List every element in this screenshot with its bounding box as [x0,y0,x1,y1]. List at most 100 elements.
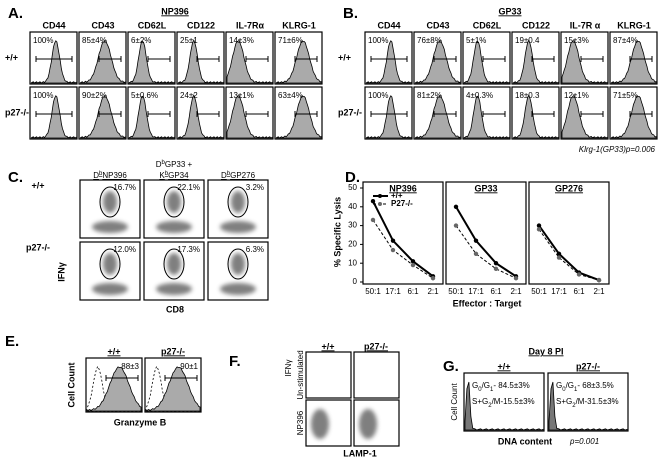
dot-cloud [231,191,245,213]
histogram [275,40,322,84]
axis-label: % Specific Lysis [332,197,342,267]
text-part: GP33 + [165,160,193,169]
text-part: 2 [488,403,492,409]
histogram [463,95,510,139]
marker [576,272,582,277]
value-label: 18±0.3 [515,91,540,100]
panel-title: GP33 [498,6,521,16]
p-value: p=0.001 [569,437,599,446]
legend-label: P27-/- [391,199,413,208]
column-header: CD43 [426,20,449,30]
histogram [561,40,608,84]
histogram [145,366,201,412]
x-tick-label: 17:1 [385,287,401,296]
value-label: 100% [33,36,53,45]
plot-box [547,372,629,432]
text-part: b [165,171,169,177]
text-part: NP396 [102,171,127,180]
histogram [275,95,322,139]
marker [473,251,479,256]
text-part: 0 [562,387,566,393]
dot-cloud [103,253,117,275]
x-tick-label: 6:1 [490,287,502,296]
text-part: GP276 [230,171,255,180]
panel-title: Day 8 PI [528,346,563,356]
panel-label: F. [229,353,241,370]
histogram [463,40,510,84]
column-header: CD62L [138,20,167,30]
text-part: G [556,381,562,390]
value-label: 13±1% [229,91,254,100]
series-line [538,225,600,282]
row-label: p27-/- [5,107,29,117]
legend-marker [378,194,382,198]
value-label: 81±2% [417,91,442,100]
panel-label: D. [345,169,360,186]
x-tick-label: 2:1 [593,287,605,296]
value-label: 12±1% [564,91,589,100]
column-header: IL-7R α [570,20,601,30]
axis-label: Cell Count [450,383,459,421]
plot-box [127,31,176,85]
marker [410,262,416,268]
value-label: 90±1 [180,362,198,371]
column-header: IL-7Rα [236,20,265,30]
gate [227,186,249,218]
plot-box [463,372,545,432]
text-part: /M-31.5±3% [576,397,619,406]
value-label: 6.3% [246,245,264,254]
column-header: CD122 [522,20,550,30]
marker [370,198,376,204]
gate [99,248,121,280]
value-label: 5±1% [466,36,486,45]
histogram [79,40,126,84]
value-label: 71±6% [278,36,303,45]
text-part: D [156,160,162,169]
column-header: p27-/- [364,341,388,351]
histogram [30,40,77,84]
text-part: G [472,381,478,390]
histogram [365,40,412,84]
text-part: 0 [478,387,482,393]
histogram [177,94,224,139]
subplot-title: GP33 [474,183,497,193]
value-label: 15±3% [564,36,589,45]
marker [513,276,519,281]
histogram [128,95,175,139]
histogram [414,40,461,84]
text-part: D [93,171,99,180]
marker [410,259,416,264]
axis-label: IFNγ [284,360,293,377]
marker [536,223,542,228]
value-label: 85±4% [82,36,107,45]
text-part: - 84.5±3% [493,381,529,390]
dot-cloud [92,283,128,295]
x-tick-label: 2:1 [427,287,439,296]
histogram [464,381,544,431]
axis-label: Granzyme B [114,417,167,427]
marker [370,217,376,223]
histogram [365,95,412,139]
rich-label: S+G2/M-15.5±3% [472,397,535,408]
x-tick-label: 17:1 [468,287,484,296]
histogram [548,381,628,431]
rich-label: DbNP396 [93,171,127,181]
value-label: 17.3% [177,245,200,254]
dot-cloud [156,221,192,233]
dot-cloud [167,253,181,275]
histogram [226,95,273,139]
y-tick-label: 20 [348,240,357,249]
rich-label: KbGP34 [159,171,189,181]
dot-cloud [92,221,128,233]
axis-label: Effector : Target [453,298,522,308]
value-label: 63±4% [278,91,303,100]
marker [390,238,396,243]
value-label: 25±1 [180,36,198,45]
panel-label: B. [343,5,358,22]
histogram [177,39,224,84]
value-label: 6±2% [131,36,151,45]
value-label: 14±3% [229,36,254,45]
axis-label: Cell Count [66,363,76,408]
rich-label: DbGP276 [221,171,256,181]
column-header: KLRG-1 [617,20,651,30]
